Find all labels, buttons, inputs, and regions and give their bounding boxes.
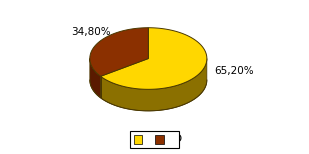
Polygon shape: [90, 58, 100, 98]
Text: SI: SI: [145, 134, 155, 144]
FancyBboxPatch shape: [155, 135, 164, 144]
FancyBboxPatch shape: [130, 131, 179, 148]
Text: 65,20%: 65,20%: [214, 66, 254, 76]
Text: NO: NO: [166, 134, 183, 144]
Polygon shape: [90, 28, 148, 76]
Polygon shape: [100, 59, 207, 111]
Polygon shape: [100, 28, 207, 89]
FancyBboxPatch shape: [134, 135, 142, 144]
Text: 34,80%: 34,80%: [71, 27, 111, 37]
